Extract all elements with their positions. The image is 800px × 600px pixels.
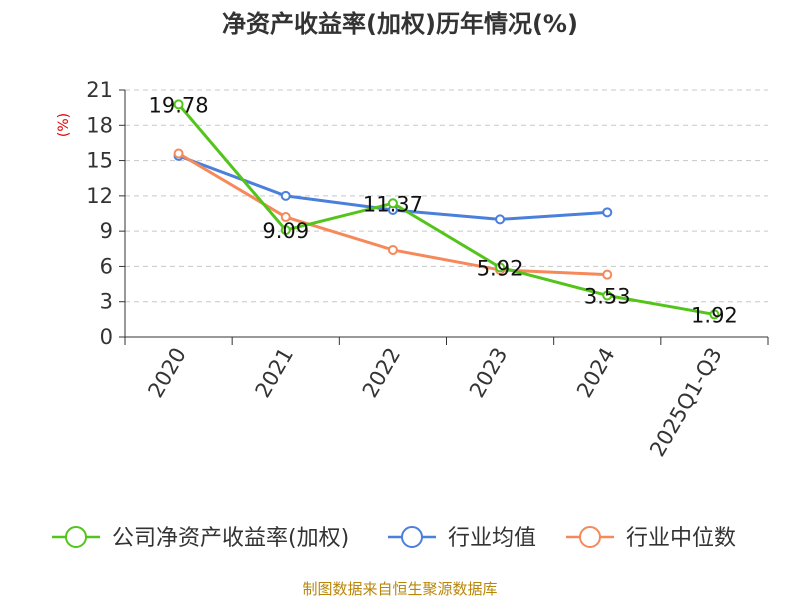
series-line bbox=[177, 103, 715, 316]
x-tick-label: 2020 bbox=[143, 344, 191, 402]
legend: 公司净资产收益率(加权) 行业均值 行业中位数 bbox=[52, 526, 736, 551]
data-label: 9.09 bbox=[262, 219, 309, 243]
legend-marker-icon bbox=[401, 526, 423, 548]
y-tick-label: 18 bbox=[86, 113, 113, 137]
data-point bbox=[602, 290, 613, 301]
data-point bbox=[280, 212, 291, 223]
legend-marker-icon bbox=[65, 526, 87, 548]
y-tick-label: 6 bbox=[100, 254, 113, 278]
y-tick-labels: 0 3 6 9 12 15 18 21 bbox=[86, 78, 113, 349]
y-tick-label: 3 bbox=[100, 290, 113, 314]
y-tick-label: 12 bbox=[86, 184, 113, 208]
data-label: 5.92 bbox=[477, 256, 524, 280]
data-label: 1.92 bbox=[691, 303, 738, 327]
legend-marker-icon bbox=[579, 526, 601, 548]
chart-title: 净资产收益率(加权)历年情况(%) bbox=[222, 10, 578, 38]
data-label: 3.53 bbox=[584, 284, 631, 308]
series-group bbox=[173, 99, 720, 320]
legend-label: 行业均值 bbox=[448, 526, 536, 551]
data-labels: 19.78 9.09 11.37 5.92 3.53 1.92 bbox=[149, 93, 738, 327]
legend-label: 公司净资产收益率(加权) bbox=[112, 526, 349, 551]
x-tick-label: 2023 bbox=[465, 344, 513, 402]
data-point bbox=[387, 244, 398, 255]
data-label: 19.78 bbox=[149, 93, 209, 117]
data-point bbox=[173, 148, 184, 159]
legend-label: 行业中位数 bbox=[626, 526, 736, 551]
x-tick-label: 2025Q1-Q3 bbox=[645, 344, 727, 461]
x-tick-label: 2024 bbox=[572, 344, 620, 402]
data-point bbox=[709, 309, 720, 320]
data-point bbox=[495, 262, 506, 273]
source-note: 制图数据来自恒生聚源数据库 bbox=[302, 580, 497, 598]
data-point bbox=[602, 269, 613, 280]
data-label: 11.37 bbox=[363, 192, 423, 216]
y-tick-label: 21 bbox=[86, 78, 113, 102]
data-point bbox=[280, 225, 291, 236]
data-point bbox=[280, 190, 291, 201]
y-tick-label: 9 bbox=[100, 219, 113, 243]
axes bbox=[119, 89, 769, 345]
data-point bbox=[602, 207, 613, 218]
y-tick-label: 0 bbox=[100, 325, 113, 349]
data-point bbox=[495, 214, 506, 225]
x-tick-labels: 2020 2021 2022 2023 2024 2025Q1-Q3 bbox=[143, 344, 726, 461]
grid-lines bbox=[125, 89, 768, 303]
x-tick-label: 2022 bbox=[358, 344, 406, 402]
y-tick-label: 15 bbox=[86, 149, 113, 173]
x-tick-label: 2021 bbox=[251, 344, 299, 402]
y-axis-label: (%) bbox=[56, 113, 72, 137]
data-point bbox=[173, 99, 184, 110]
data-point bbox=[387, 198, 398, 209]
